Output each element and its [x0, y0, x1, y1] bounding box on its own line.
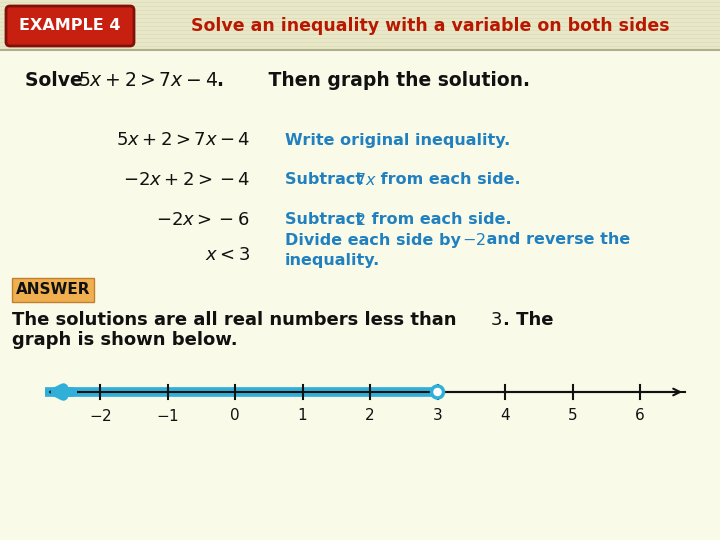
Text: Solve an inequality with a variable on both sides: Solve an inequality with a variable on b… [191, 17, 670, 35]
Text: inequality.: inequality. [285, 253, 380, 267]
Text: ANSWER: ANSWER [16, 282, 90, 298]
Text: Subtract: Subtract [285, 213, 369, 227]
Text: 3: 3 [433, 408, 442, 423]
Text: $x<3$: $x<3$ [204, 246, 250, 264]
Text: Subtract: Subtract [285, 172, 369, 187]
Text: $5x+2>7x-4$.: $5x+2>7x-4$. [78, 71, 224, 90]
Text: EXAMPLE 4: EXAMPLE 4 [19, 18, 121, 33]
Text: 0: 0 [230, 408, 240, 423]
Text: 6: 6 [635, 408, 645, 423]
Text: $5x+2>7x-4$: $5x+2>7x-4$ [116, 131, 250, 149]
Text: 1: 1 [297, 408, 307, 423]
Text: Then graph the solution.: Then graph the solution. [262, 71, 530, 90]
Bar [12, 278, 94, 302]
Text: $2$: $2$ [355, 212, 366, 228]
Text: $7x$: $7x$ [355, 172, 377, 188]
FancyBboxPatch shape [6, 6, 134, 46]
Text: Divide each side by: Divide each side by [285, 233, 467, 247]
Text: $3$: $3$ [490, 311, 502, 329]
Text: $-2x+2>-4$: $-2x+2>-4$ [122, 171, 250, 189]
Text: from each side.: from each side. [375, 172, 521, 187]
Text: 5: 5 [567, 408, 577, 423]
Text: and reverse the: and reverse the [481, 233, 630, 247]
Text: . The: . The [503, 311, 554, 329]
Text: 2: 2 [365, 408, 375, 423]
Text: $-2$: $-2$ [89, 408, 112, 424]
Bar [0, 0, 720, 50]
Circle shape [431, 386, 444, 398]
Text: $-2$: $-2$ [462, 232, 486, 248]
Text: $-2x>-6$: $-2x>-6$ [156, 211, 250, 229]
Text: 4: 4 [500, 408, 510, 423]
Text: The solutions are all real numbers less than: The solutions are all real numbers less … [12, 311, 463, 329]
Text: $-1$: $-1$ [156, 408, 179, 424]
Text: Write original inequality.: Write original inequality. [285, 132, 510, 147]
Text: from each side.: from each side. [366, 213, 512, 227]
Text: graph is shown below.: graph is shown below. [12, 331, 238, 349]
Text: Solve: Solve [25, 71, 89, 90]
